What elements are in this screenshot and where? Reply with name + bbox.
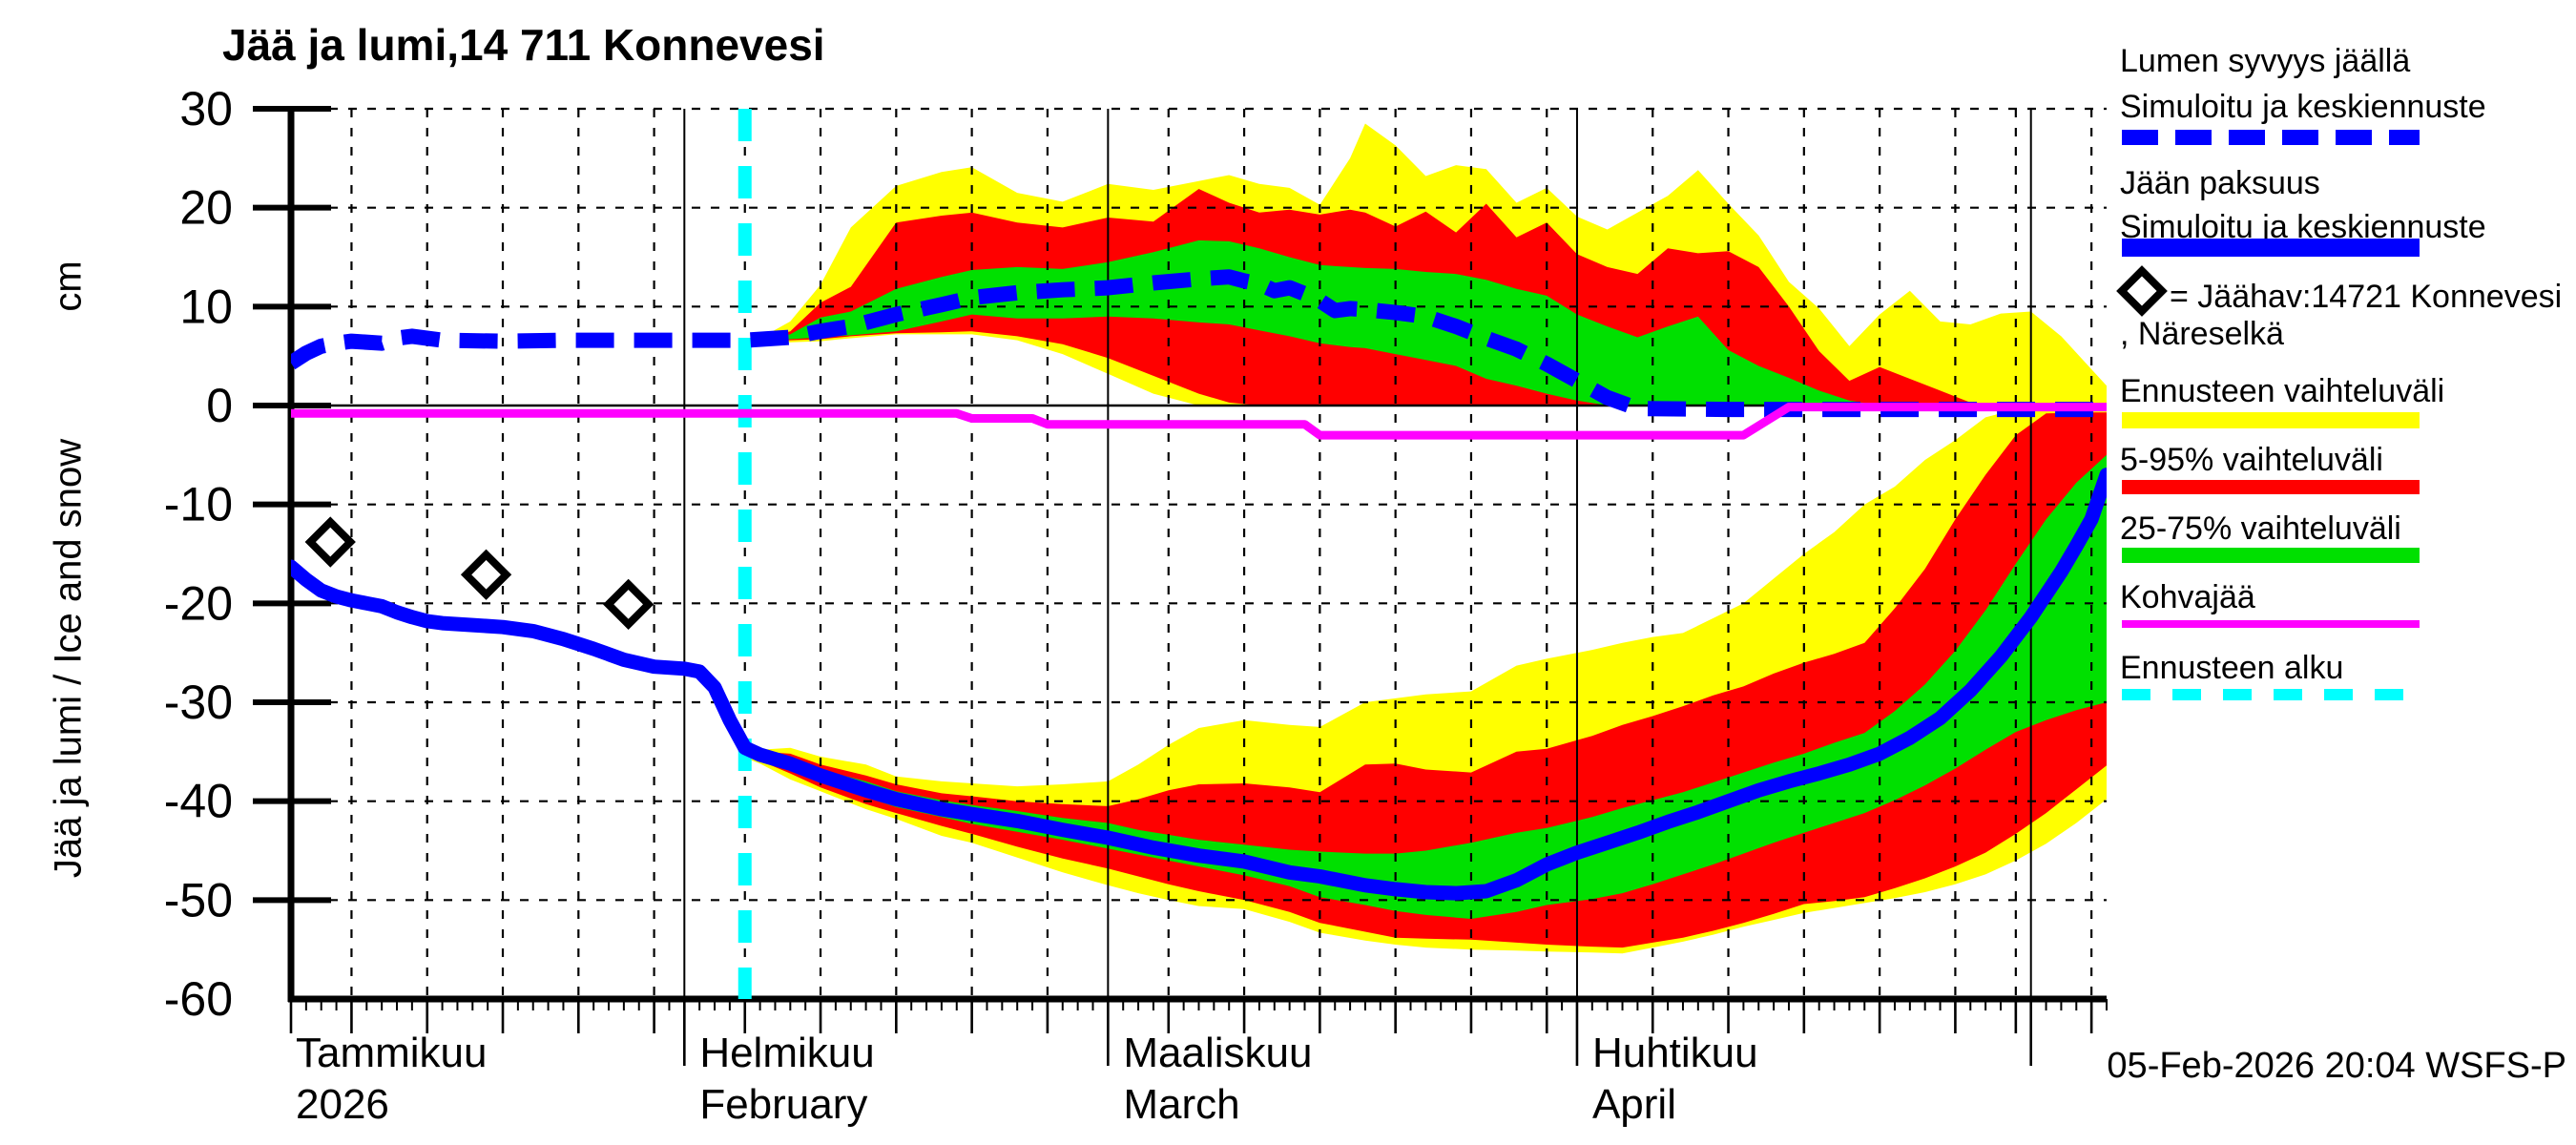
legend-observation-note: = Jäähav:14721 Konnevesi bbox=[2116, 265, 2563, 317]
kohvajaa-line bbox=[291, 403, 2107, 440]
legend-5-95-label: 5-95% vaihteluväli bbox=[2120, 442, 2383, 478]
month-label: Tammikuu bbox=[296, 1030, 488, 1076]
y-tick-label: -30 bbox=[164, 676, 233, 729]
snow-median-line bbox=[291, 269, 2107, 418]
forecast-start-line-swatch bbox=[2122, 689, 2420, 700]
legend-observation-text: = Jäähav:14721 Konnevesi bbox=[2170, 279, 2563, 315]
observation-diamond bbox=[460, 549, 512, 600]
month-label: Maaliskuu bbox=[1123, 1030, 1312, 1076]
y-tick-label: -20 bbox=[164, 576, 233, 630]
y-tick-label: 30 bbox=[179, 82, 233, 135]
observation-diamond bbox=[602, 578, 654, 631]
month-label: Huhtikuu bbox=[1592, 1030, 1758, 1076]
observation-diamond bbox=[304, 516, 356, 568]
y-axis-label: Jää ja lumi / Ice and snow bbox=[47, 438, 90, 879]
y-tick-label: -60 bbox=[164, 972, 233, 1026]
axis-labels: 30 20 10 0 -10 -20 -30 -40 -50 -60 Tammikuu 2026 Hel… bbox=[164, 82, 1758, 1128]
range-5-95-swatch bbox=[2122, 480, 2420, 494]
y-axis-unit-label: cm bbox=[47, 260, 90, 312]
y-tick-label: 10 bbox=[179, 280, 233, 333]
legend-kohvajaa-label: Kohvajää bbox=[2120, 579, 2255, 615]
y-tick-label: 20 bbox=[179, 181, 233, 235]
ice-25-75-band bbox=[744, 454, 2107, 919]
timestamp: 05-Feb-2026 20:04 WSFS-P bbox=[2107, 1046, 2566, 1086]
chart-title: Jää ja lumi,14 711 Konnevesi bbox=[222, 20, 825, 70]
ice-observations bbox=[304, 516, 654, 631]
y-tick-label: 0 bbox=[206, 379, 233, 432]
axes bbox=[253, 105, 2108, 1066]
ice-median-line-swatch bbox=[2122, 239, 2420, 257]
month-sublabel: April bbox=[1592, 1081, 1676, 1128]
ice-median-line bbox=[291, 468, 2107, 901]
legend-observation-note-2: , Näreselkä bbox=[2120, 316, 2284, 352]
diamond-icon bbox=[2116, 265, 2168, 317]
legend-snow-depth-title: Lumen syvyys jäällä bbox=[2120, 43, 2411, 79]
snow-median-line-swatch bbox=[2122, 130, 2420, 145]
y-tick-label: -40 bbox=[164, 775, 233, 828]
legend-forecast-start-label: Ennusteen alku bbox=[2120, 650, 2344, 686]
legend-ice-thickness-title: Jään paksuus bbox=[2120, 165, 2320, 201]
data-lines bbox=[291, 269, 2107, 901]
fan-bands bbox=[744, 123, 2107, 954]
month-sublabel: March bbox=[1123, 1081, 1239, 1128]
month-sublabel: February bbox=[699, 1081, 867, 1128]
y-tick-label: -10 bbox=[164, 478, 233, 531]
snow-25-75-band bbox=[744, 239, 2107, 406]
range-25-75-swatch bbox=[2122, 548, 2420, 563]
kohvajaa-line-swatch bbox=[2122, 620, 2420, 628]
legend-25-75-label: 25-75% vaihteluväli bbox=[2120, 510, 2401, 547]
legend: Lumen syvyys jäällä Simuloitu ja keskien… bbox=[2116, 0, 2576, 744]
forecast-range-swatch bbox=[2122, 412, 2420, 428]
y-tick-label: -50 bbox=[164, 873, 233, 926]
gridlines bbox=[291, 107, 2107, 999]
legend-snow-depth-sub: Simuloitu ja keskiennuste bbox=[2120, 89, 2486, 125]
month-label: Helmikuu bbox=[699, 1030, 874, 1076]
legend-forecast-range-label: Ennusteen vaihteluväli bbox=[2120, 373, 2445, 409]
month-sublabel: 2026 bbox=[296, 1081, 389, 1128]
